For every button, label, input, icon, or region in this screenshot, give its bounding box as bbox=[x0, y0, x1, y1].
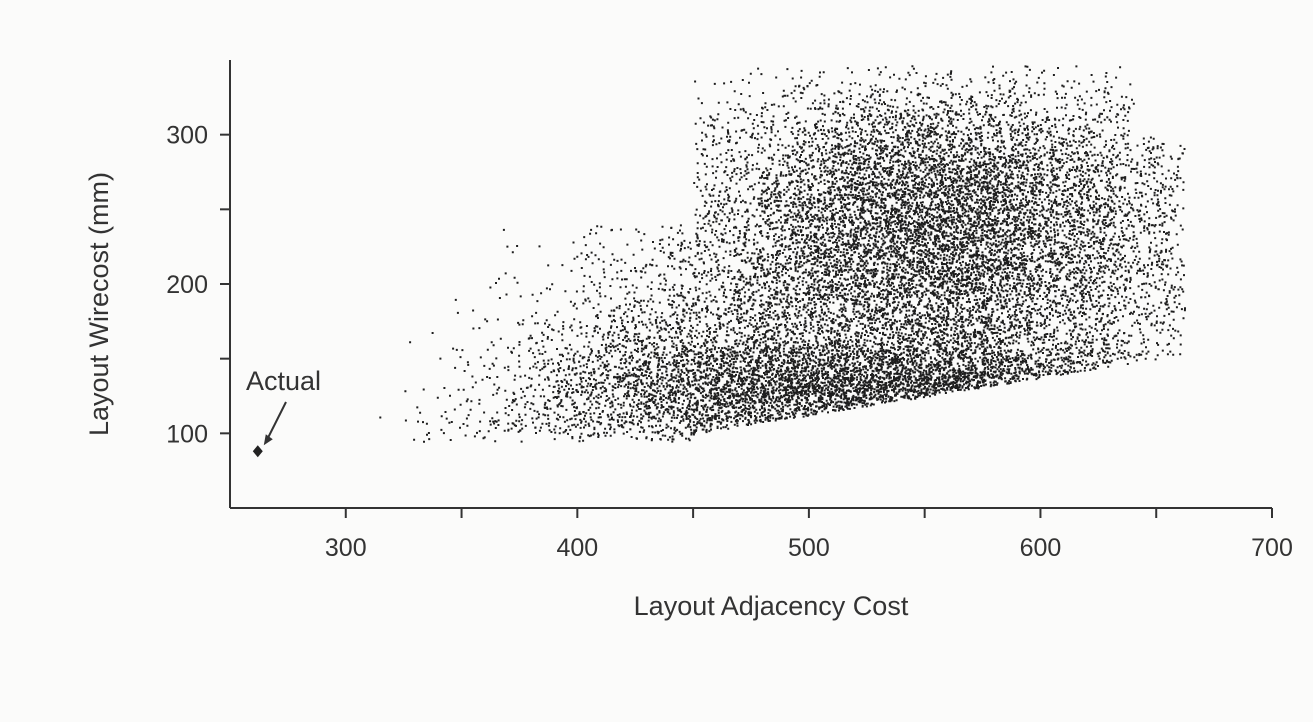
scatter-point-cloud bbox=[379, 65, 1186, 443]
x-tick-label: 600 bbox=[1020, 534, 1062, 562]
actual-arrow bbox=[265, 401, 287, 441]
y-tick-label: 200 bbox=[166, 271, 208, 299]
x-tick-label: 500 bbox=[788, 534, 830, 562]
y-axis-title: Layout Wirecost (mm) bbox=[84, 172, 114, 436]
y-tick-label: 100 bbox=[166, 420, 208, 448]
x-tick-label: 700 bbox=[1251, 534, 1293, 562]
actual-arrowhead bbox=[263, 434, 273, 446]
x-axis-ticks: 300 400 500 600 700 bbox=[325, 508, 1293, 562]
x-axis-title: Layout Adjacency Cost bbox=[634, 591, 909, 621]
x-tick-label: 400 bbox=[556, 534, 598, 562]
actual-point-marker bbox=[252, 445, 263, 458]
axes: 300 400 500 600 700 100 200 300 bbox=[166, 60, 1293, 562]
x-tick-label: 300 bbox=[325, 534, 367, 562]
scatter-points bbox=[379, 65, 1186, 443]
y-axis-ticks: 100 200 300 bbox=[166, 122, 230, 448]
y-tick-label: 300 bbox=[166, 122, 208, 150]
actual-label: Actual bbox=[246, 366, 321, 396]
actual-annotation: Actual bbox=[246, 366, 321, 458]
